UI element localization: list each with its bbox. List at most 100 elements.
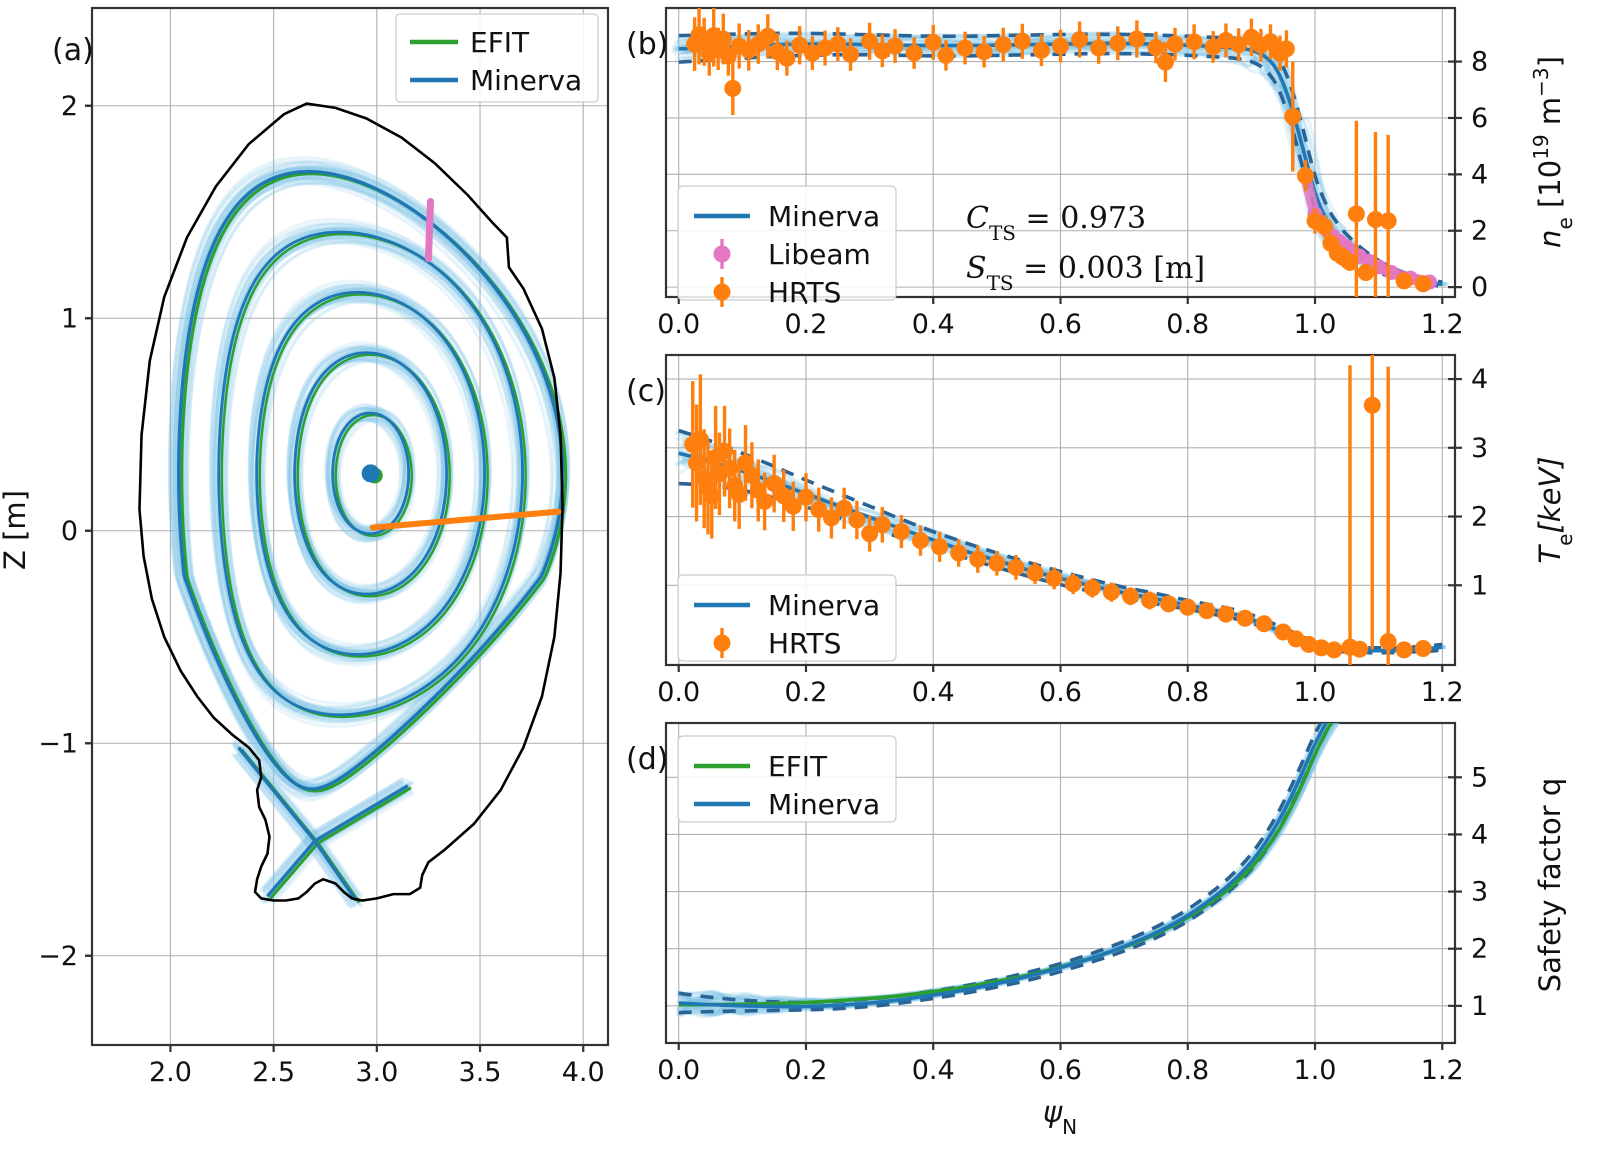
yticklabel-d-1: 2 [1471,934,1488,965]
flux-sample [248,284,484,657]
hrts-point-55 [1395,641,1413,659]
hrts-point-32 [1007,558,1025,576]
xticklabel-a-3: 3.5 [459,1057,502,1088]
flux-sample-leg [241,743,321,839]
hrts-point-38 [1121,587,1139,605]
hrts-point-30 [1032,41,1050,59]
panel-b-labels: (b) [626,27,668,62]
flux-sample-sep [171,167,555,784]
xticklabel-b-6: 1.2 [1421,309,1464,340]
hrts-point-49 [1296,167,1314,185]
hrts-point-22 [886,37,904,55]
flux-sample [251,286,483,652]
flux-sample-leg [261,837,312,895]
flux-sample-leg [308,780,404,839]
yticklabel-d-4: 5 [1471,762,1488,793]
hrts-point-31 [988,554,1006,572]
flux-sample-leg [318,789,414,848]
flux-sample-leg [261,834,312,893]
flux-sample-leg [314,777,409,836]
panel-c-label: (c) [626,374,666,409]
flux-sample-leg [272,835,323,894]
hrts-point-7 [719,47,737,65]
flux-sample [286,345,445,596]
flux-sample-leg [232,753,312,850]
hrts-point-56 [1414,640,1432,658]
xticklabel-b-3: 0.6 [1039,309,1082,340]
flux-sample-sep [174,182,554,792]
legend-label-b-2: HRTS [768,276,841,309]
hrts-point-25 [873,516,891,534]
panel-d-legend[interactable]: EFIT Minerva [677,735,897,823]
hrts-point-52 [1351,640,1369,658]
hrts-point-35 [1128,30,1146,48]
panel-a-legend[interactable]: EFIT Minerva [395,13,599,103]
hrts-point-42 [1198,602,1216,620]
panel-a-ylabel: Z [m] [0,490,32,570]
hrts-point-29 [1013,32,1031,50]
flux-sample-leg [318,837,363,899]
diagnostic-line-hrts [369,508,562,531]
flux-sample [247,279,484,653]
hrts-point-42 [1230,36,1248,54]
hrts-point-38 [1166,35,1184,53]
hrts-point-37 [1156,53,1174,71]
flux-sample-leg [308,836,353,898]
flux-sample-leg [232,743,312,840]
hrts-point-48 [1284,108,1302,126]
hrts-point-26 [892,523,910,541]
flux-sample-leg [309,781,404,840]
legend-box-c [677,574,897,662]
flux-sample-leg [236,752,316,848]
hrts-point-49 [1312,639,1330,657]
xticklabel-b-4: 0.8 [1166,309,1209,340]
flux-sample-leg [261,832,312,891]
panel-b-ylabel: ne [1019 m−3] [1529,56,1577,248]
yticklabel-d-0: 1 [1471,991,1488,1022]
minerva-flux-2 [255,290,486,656]
legend-label-b-0: Minerva [768,200,880,233]
panel-a-labels: (a) Z [m] [0,33,94,570]
flux-sample-leg [264,837,315,895]
hrts-point-56 [1347,205,1365,223]
hrts-point-48 [1300,635,1318,653]
flux-sample [263,300,491,661]
hrts-point-39 [1141,591,1159,609]
hrts-point-18 [829,35,847,53]
panel-d-xlabel: ψN [1043,1095,1077,1139]
yticklabel-b-3: 6 [1471,103,1488,134]
legend-marker-b-2 [713,283,731,301]
hrts-point-36 [1147,38,1165,56]
flux-sample [250,300,477,658]
hrts-point-25 [937,46,955,64]
xticklabel-c-1: 0.2 [785,677,828,708]
flux-sample [325,402,407,530]
xticklabel-d-5: 1.0 [1294,1055,1337,1086]
legend-label-d-1: Minerva [768,788,880,821]
flux-sample-leg [241,746,321,843]
flux-sample-leg [310,779,405,838]
panel-a-label: (a) [52,33,94,68]
flux-sample-leg [269,845,320,903]
flux-sample-sep [168,156,564,788]
panel-d-axes: 0.0 0.2 0.4 0.6 0.8 1.0 1.2 1 2 3 4 5 [657,721,1488,1086]
legend-box-d [677,735,897,823]
hrts-point-18 [784,497,802,515]
hrts-point-41 [1179,598,1197,616]
flux-sample-leg [229,741,309,837]
legend-label-d-0: EFIT [768,750,828,783]
annotation-cts: CTS = 0.973 [966,201,1146,245]
panel-c-legend[interactable]: Minerva HRTS [677,574,897,662]
hrts-point-55 [1341,253,1359,271]
hrts-point-44 [1236,609,1254,627]
hrts-point-22 [835,499,853,517]
hrts-point-59 [1379,212,1397,230]
flux-sample-leg [309,779,405,838]
flux-sample [287,350,445,598]
xticklabel-d-0: 0.0 [657,1055,700,1086]
flux-sample-leg [272,847,323,905]
flux-sample-leg [316,835,361,897]
panel-b-legend[interactable]: Minerva Libeam HRTS [677,185,897,309]
hrts-point-31 [1052,37,1069,55]
hrts-point-37 [1102,583,1120,601]
